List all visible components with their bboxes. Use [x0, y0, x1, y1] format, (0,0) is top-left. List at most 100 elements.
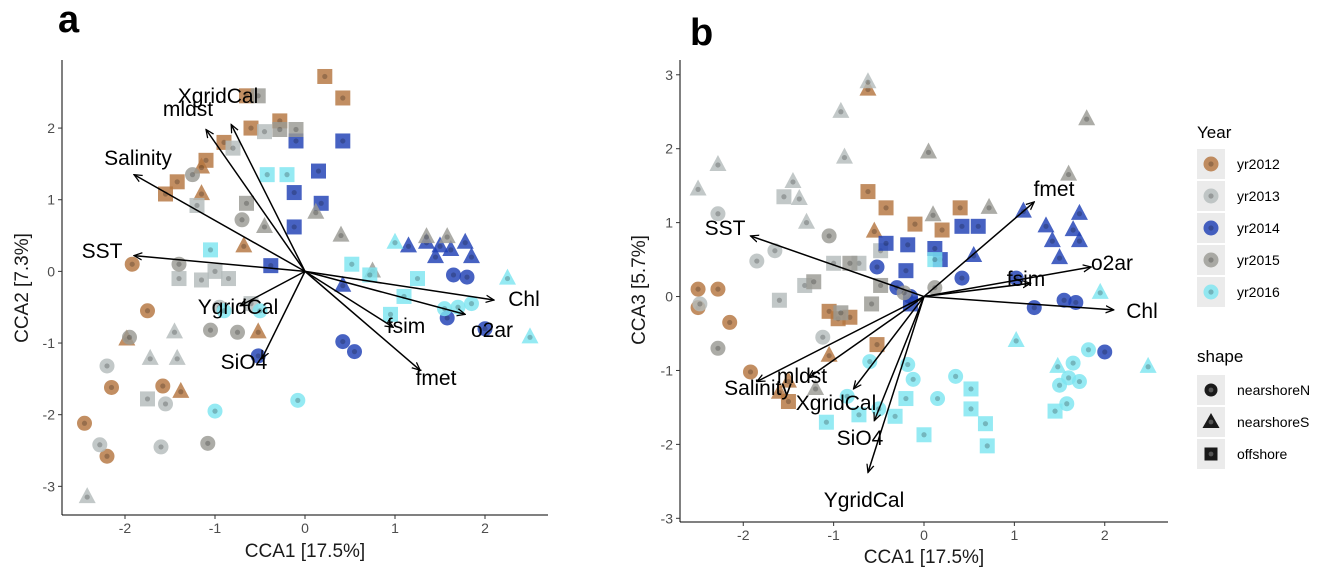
point-center-dot [387, 311, 394, 317]
point-yr2014-nearshoreS [1014, 201, 1032, 218]
point-yr2015-nearshoreN [710, 340, 726, 356]
point-center-dot [241, 243, 247, 249]
point-yr2014-offshore [898, 263, 914, 279]
vector-arrow-o2ar [923, 267, 1091, 298]
point-center-dot [903, 395, 909, 402]
point-center-dot [856, 412, 862, 418]
legend-shape-dot [1208, 387, 1214, 393]
point-center-dot [340, 138, 346, 144]
legend-swatch-yr2013 [1203, 188, 1219, 204]
legend-swatch-dot [1208, 289, 1214, 295]
point-center-dot [268, 263, 274, 269]
vector-label-fmet: fmet [1034, 178, 1075, 201]
point-yr2014-nearshoreS [463, 247, 480, 264]
point-center-dot [198, 191, 205, 197]
point-center-dot [1064, 401, 1070, 407]
point-center-dot [841, 154, 848, 161]
point-yr2012-nearshoreN [99, 448, 115, 464]
point-yr2013-nearshoreN [153, 439, 169, 455]
point-yr2014-nearshoreS [427, 247, 444, 264]
vector-arrow-chl [923, 295, 1114, 310]
point-yr2013-nearshoreS [141, 348, 159, 365]
x-tick-label: 1 [1010, 527, 1018, 543]
point-center-dot [1065, 375, 1072, 381]
vector-arrow-salinity [757, 295, 925, 382]
point-center-dot [212, 408, 218, 414]
point-center-dot [715, 286, 721, 292]
legend-label-yr2012: yr2012 [1237, 156, 1280, 172]
x-tick-label: 2 [481, 520, 489, 536]
y-tick-label: 3 [665, 67, 673, 83]
point-yr2016-nearshoreS [1007, 330, 1025, 347]
x-tick-label: 2 [1101, 527, 1109, 543]
point-center-dot [715, 162, 721, 168]
point-yr2014-nearshoreS [1051, 248, 1069, 265]
point-yr2015-nearshoreS [980, 197, 998, 214]
point-center-dot [874, 264, 880, 270]
point-yr2014-offshore [878, 235, 894, 251]
legend-shape-dot [1208, 451, 1214, 457]
x-tick-label: 1 [391, 520, 399, 536]
point-center-dot [284, 172, 290, 178]
point-yr2013-nearshoreN [710, 206, 726, 222]
vector-arrow-o2ar [304, 270, 465, 314]
point-yr2012-offshore [239, 88, 254, 104]
vector-arrow-sio4 [262, 271, 306, 358]
point-center-dot [349, 261, 355, 267]
point-center-dot [255, 329, 261, 335]
point-center-dot [1076, 211, 1083, 217]
point-yr2013-offshore [225, 140, 241, 156]
point-center-dot [468, 254, 475, 260]
point-yr2016-nearshoreS [386, 232, 404, 249]
point-center-dot [162, 401, 169, 407]
legend-swatch-yr2015 [1203, 252, 1219, 268]
point-yr2016-offshore [979, 438, 995, 454]
point-yr2014-nearshoreS [1037, 216, 1055, 233]
point-center-dot [939, 227, 945, 233]
point-center-dot [932, 245, 938, 252]
point-center-dot [802, 282, 808, 289]
point-yr2014-offshore [311, 163, 326, 179]
point-yr2016-offshore [818, 414, 834, 430]
point-center-dot [910, 376, 916, 382]
point-yr2014-nearshoreN [347, 344, 362, 360]
point-yr2016-nearshoreN [1065, 355, 1081, 371]
point-yr2016-nearshoreN [1059, 396, 1075, 412]
point-center-dot [1097, 290, 1103, 296]
point-yr2012-nearshoreS [249, 322, 267, 339]
vector-arrow-fmet [304, 270, 420, 370]
point-center-dot [867, 358, 873, 365]
point-center-dot [892, 413, 898, 419]
point-center-dot [295, 397, 301, 403]
point-center-dot [261, 224, 268, 230]
panel-a: a -2 -1 0 1 2 -3 -2 -1 0 1 2 CCA1 [17.5%] CCA2 [7.3%]… [12, 0, 548, 562]
point-yr2014-offshore [954, 218, 970, 234]
point-yr2012-offshore [934, 222, 950, 238]
point-center-dot [1056, 255, 1063, 261]
point-yr2015-nearshoreN [122, 329, 137, 345]
point-yr2014-nearshoreN [1097, 344, 1113, 360]
vector-arrow-mldst [808, 295, 925, 378]
point-center-dot [126, 334, 133, 340]
x-axis-title: CCA1 [17.5%] [245, 541, 365, 562]
point-center-dot [781, 194, 787, 200]
point-yr2015-offshore [806, 274, 822, 290]
point-center-dot [959, 223, 965, 229]
vector-label-o2ar: o2ar [1091, 252, 1133, 275]
point-center-dot [820, 334, 826, 340]
vector-label-sio4: SiO4 [837, 427, 884, 450]
point-center-dot [315, 168, 322, 174]
point-center-dot [261, 129, 268, 135]
point-yr2016-nearshoreS [1139, 356, 1157, 373]
point-center-dot [207, 247, 214, 253]
point-yr2013-offshore [771, 292, 787, 308]
point-center-dot [104, 453, 110, 459]
point-center-dot [144, 308, 151, 314]
point-yr2016-nearshoreN [207, 403, 223, 419]
vector-label-salinity: Salinity [724, 377, 792, 400]
point-center-dot [414, 275, 421, 282]
point-yr2015-offshore [288, 122, 304, 138]
point-center-dot [1085, 347, 1092, 353]
point-center-dot [1031, 305, 1037, 311]
point-yr2016-nearshoreN [252, 303, 268, 319]
